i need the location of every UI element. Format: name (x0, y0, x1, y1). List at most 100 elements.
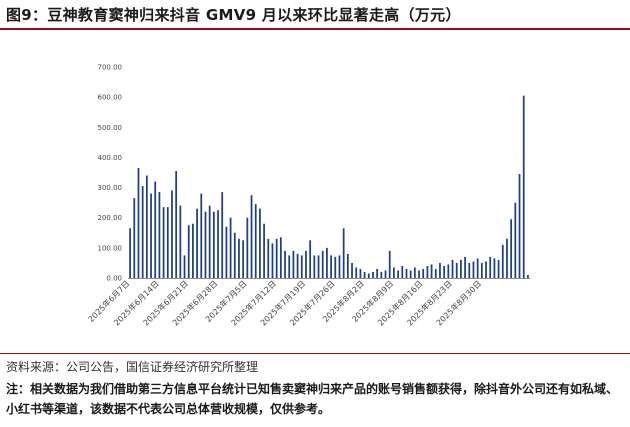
bar (338, 255, 341, 278)
bar (346, 253, 349, 278)
bar (250, 195, 253, 278)
bar (229, 217, 232, 278)
bar (145, 175, 148, 278)
bar (506, 238, 508, 278)
bar (238, 238, 240, 278)
bar (141, 186, 144, 278)
bar (510, 219, 513, 278)
bar (359, 268, 362, 278)
bar (351, 262, 353, 278)
bar (175, 170, 178, 278)
bar (489, 256, 492, 278)
bar (367, 273, 370, 278)
bar (300, 255, 303, 278)
bar (468, 262, 471, 278)
bar (518, 174, 521, 278)
bar (334, 256, 337, 278)
bar (409, 270, 412, 278)
bar (217, 210, 219, 278)
bar (154, 181, 157, 278)
bar (158, 192, 161, 278)
bar (497, 259, 500, 278)
bar (501, 244, 504, 278)
disclaimer-note: 注：相关数据为我们借助第三方信息平台统计已知售卖窦神归来产品的账号销售额获得，除… (6, 382, 619, 416)
bar (455, 262, 458, 278)
bar (137, 167, 140, 278)
bar (296, 253, 299, 278)
bar (225, 226, 228, 278)
bar (271, 243, 274, 278)
bar (196, 208, 198, 278)
bar (267, 238, 270, 278)
bar (284, 250, 286, 278)
bar (355, 267, 358, 278)
bar (464, 256, 466, 278)
y-tick-label: 400.00 (98, 154, 123, 162)
bar (451, 259, 454, 278)
bar (187, 225, 190, 278)
bar (443, 265, 446, 278)
bar (221, 192, 224, 278)
bar (430, 264, 433, 278)
bar (171, 190, 173, 278)
bar (342, 228, 345, 278)
y-tick-label: 0.00 (106, 275, 122, 283)
bar-chart: 0.00 100.00 200.00 300.00 400.00 500.00 600.00… (86, 64, 530, 328)
y-tick-label: 200.00 (98, 214, 123, 222)
bar (422, 268, 425, 278)
bar (522, 95, 525, 278)
bar (309, 240, 312, 278)
bar (460, 259, 462, 278)
bar (393, 267, 395, 278)
bar (150, 193, 152, 278)
bar (413, 267, 416, 278)
bar (192, 223, 194, 278)
bar (439, 262, 441, 278)
x-axis: 2025年6月7日2025年6月14日2025年6月21日2025年6月28日2… (86, 278, 530, 328)
bar (485, 261, 487, 278)
bar (476, 258, 479, 278)
bar (401, 265, 404, 278)
bar (263, 223, 265, 278)
bar (208, 205, 211, 278)
bar (397, 270, 399, 278)
bar (162, 207, 165, 278)
bar (166, 207, 169, 278)
bar (426, 265, 429, 278)
bar (372, 271, 374, 278)
bar (434, 268, 437, 278)
bar (133, 198, 136, 278)
bar (376, 268, 379, 278)
bar (321, 250, 324, 278)
bar (292, 250, 295, 278)
bar (313, 255, 316, 278)
bar (275, 238, 278, 278)
bar (212, 211, 215, 278)
source-note: 资料来源：公司公告，国信证券经济研究所整理 (6, 360, 259, 374)
y-tick-label: 600.00 (98, 94, 123, 102)
y-tick-label: 100.00 (98, 244, 123, 252)
bar (388, 250, 391, 278)
bar (527, 274, 529, 278)
bar (447, 264, 450, 278)
y-tick-label: 300.00 (98, 184, 123, 192)
bar-series (129, 95, 529, 278)
bar (183, 255, 186, 278)
bar (246, 217, 249, 278)
y-axis: 0.00 100.00 200.00 300.00 400.00 500.00 600.00… (98, 64, 123, 283)
bar (305, 250, 307, 278)
bar (472, 261, 475, 278)
bar (288, 255, 291, 278)
y-tick-label: 500.00 (98, 124, 123, 132)
bar (259, 208, 261, 278)
bar (363, 271, 366, 278)
footer-divider (0, 353, 630, 354)
bar (514, 202, 517, 278)
bar (200, 193, 203, 278)
bar (384, 270, 387, 278)
bar (418, 270, 420, 278)
bar (233, 232, 236, 278)
bar (405, 268, 408, 278)
bar (242, 240, 245, 278)
y-tick-label: 700.00 (98, 64, 123, 72)
